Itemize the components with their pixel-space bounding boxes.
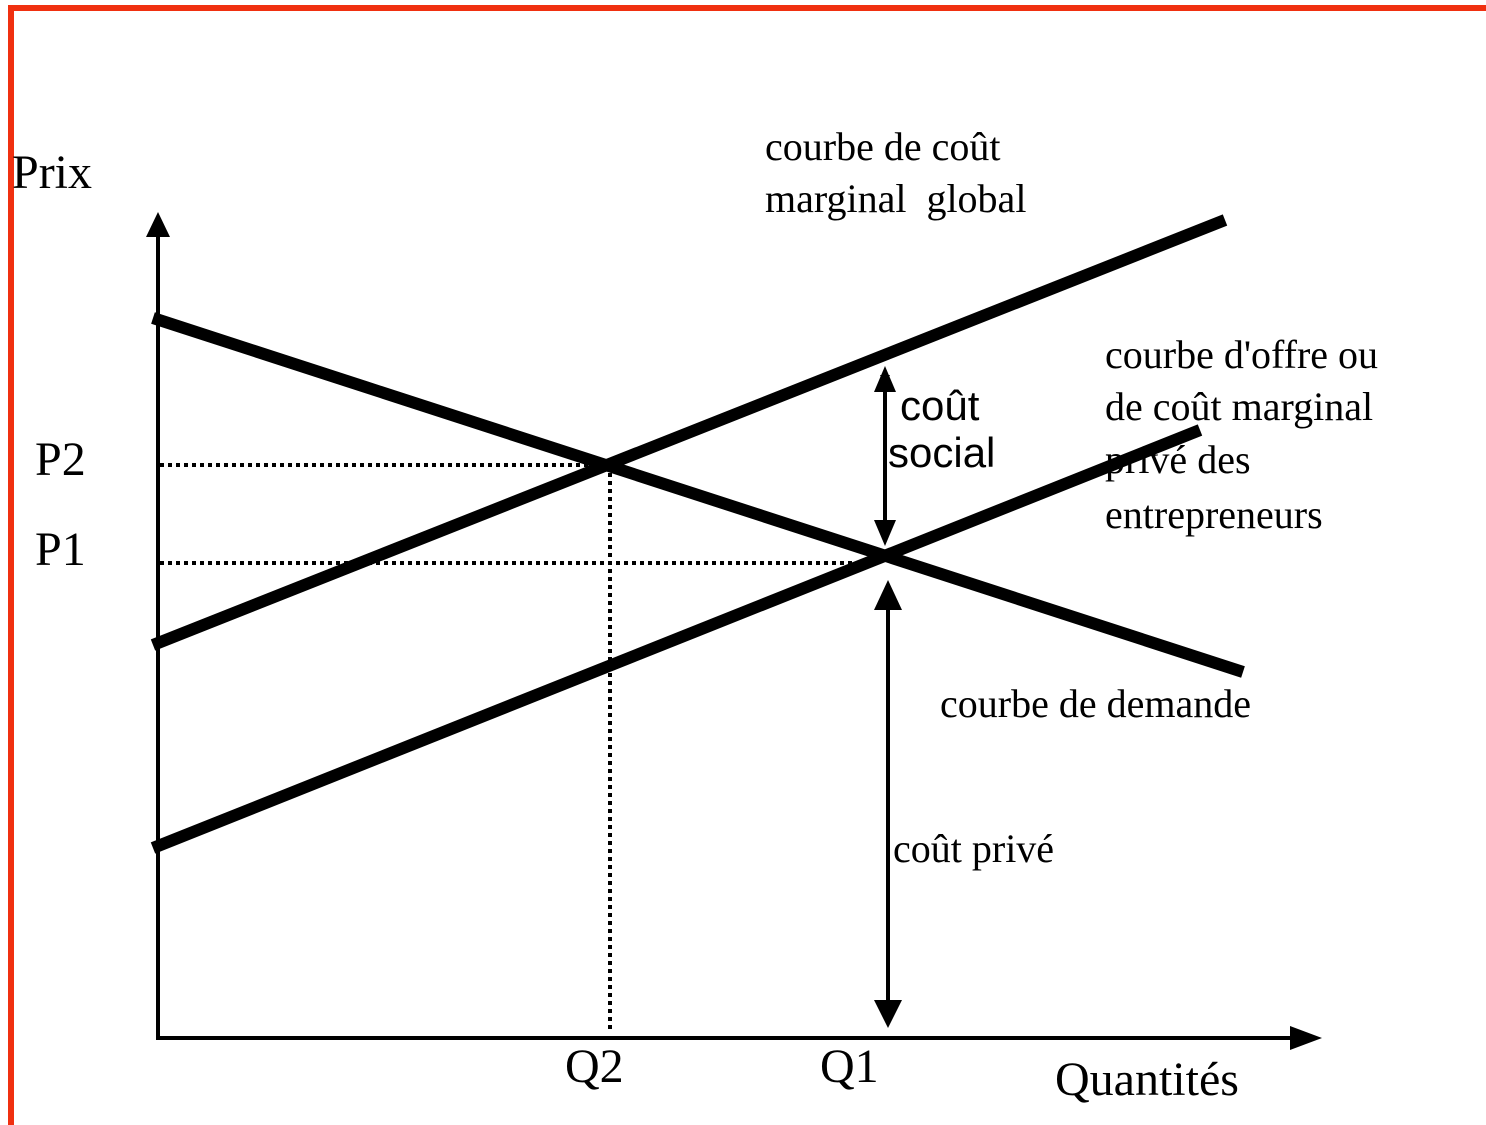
curve-label: marginal global [765,176,1026,221]
x-axis-label: Quantités [1055,1053,1239,1106]
global-mc-curve [150,214,1228,651]
tick-label: Q1 [820,1040,879,1093]
arrowhead [874,520,896,546]
arrowhead [874,366,896,392]
curve-label: privé des [1105,437,1251,482]
annotation: coût privé [893,826,1054,871]
curve-label: entrepreneurs [1105,492,1323,537]
curve-label: courbe de demande [940,681,1251,726]
tick-label: Q2 [565,1040,624,1093]
private-mc-curve [150,424,1203,854]
curve-label: courbe de coût [765,124,1000,169]
curve-label: de coût marginal [1105,384,1373,429]
arrowhead [874,1000,902,1028]
tick-label: P1 [35,523,86,576]
annotation: social [888,429,995,476]
annotation: coût [900,382,980,429]
demand-curve [151,312,1245,678]
curve-label: courbe d'offre ou [1105,332,1378,377]
y-arrow [146,212,170,237]
arrowhead [874,580,902,610]
x-arrow [1290,1026,1322,1050]
tick-label: P2 [35,433,86,486]
y-axis-label: Prix [12,146,92,199]
